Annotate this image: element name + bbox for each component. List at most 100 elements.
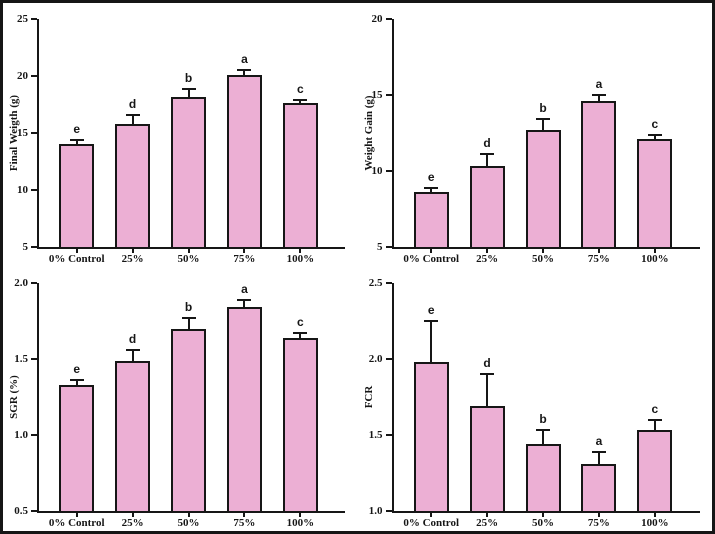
error-bar-cap xyxy=(647,133,662,136)
x-axis-tick xyxy=(299,513,302,517)
y-axis-tick xyxy=(385,358,392,360)
error-bar-stem xyxy=(299,333,302,339)
x-axis-tick xyxy=(187,249,190,253)
x-category-label: 75% xyxy=(587,517,610,529)
error-bar-stem xyxy=(243,299,246,309)
error-bar-stem xyxy=(243,70,246,76)
significance-letter: d xyxy=(483,136,491,151)
significance-letter: d xyxy=(128,331,137,346)
significance-letter: a xyxy=(241,281,248,296)
y-axis-tick xyxy=(31,358,37,360)
y-tick-label: 2.5 xyxy=(368,277,383,289)
y-axis-tick xyxy=(31,132,37,134)
y-tick-label: 15 xyxy=(371,89,383,101)
x-axis-tick xyxy=(131,513,134,517)
x-axis-tick xyxy=(243,249,246,253)
significance-letter: e xyxy=(427,169,435,184)
error-bar-stem xyxy=(597,451,600,465)
y-tick-label: 1.5 xyxy=(14,353,28,365)
y-axis-title: SGR (%) xyxy=(8,375,20,419)
y-tick-label: 0.5 xyxy=(14,505,28,517)
error-bar-cap xyxy=(647,418,662,421)
bar xyxy=(413,362,449,513)
bar xyxy=(226,74,262,249)
significance-letter: c xyxy=(651,401,659,416)
x-axis-tick xyxy=(542,249,544,253)
y-axis-title: Weight Gain (g) xyxy=(362,95,375,171)
significance-letter: e xyxy=(73,362,81,377)
error-bar-cap xyxy=(591,450,606,453)
significance-letter: b xyxy=(184,70,193,85)
error-bar-stem xyxy=(542,430,544,446)
x-category-label: 0% Control xyxy=(48,517,105,529)
significance-letter: c xyxy=(651,116,659,131)
error-bar-cap xyxy=(293,98,308,101)
bar xyxy=(413,192,449,249)
x-category-label: 25% xyxy=(121,253,144,265)
error-bar-cap xyxy=(480,153,495,156)
significance-letter: a xyxy=(595,433,603,448)
error-bar-cap xyxy=(125,113,140,116)
bar xyxy=(469,166,505,249)
significance-letter: b xyxy=(184,299,193,314)
x-category-label: 100% xyxy=(641,253,669,265)
x-category-label: 75% xyxy=(233,517,256,529)
y-axis-title: Final Weigth (g) xyxy=(8,94,20,172)
significance-letter: c xyxy=(296,81,304,96)
error-bar-cap xyxy=(69,138,84,141)
y-axis-line xyxy=(37,19,39,249)
error-bar-stem xyxy=(597,95,600,103)
y-axis-tick xyxy=(385,246,392,248)
y-tick-label: 5 xyxy=(22,241,29,253)
x-category-label: 0% Control xyxy=(403,517,460,529)
y-axis-tick xyxy=(385,170,392,172)
bar xyxy=(581,101,617,249)
x-category-label: 50% xyxy=(532,253,554,265)
y-axis-tick xyxy=(31,434,37,436)
error-bar-cap xyxy=(237,298,252,301)
y-axis-tick xyxy=(385,282,392,284)
y-tick-label: 10 xyxy=(17,184,28,196)
x-category-label: 75% xyxy=(587,253,610,265)
bar xyxy=(115,123,151,249)
x-category-label: 50% xyxy=(177,517,200,529)
x-axis-tick xyxy=(486,513,489,517)
error-bar-cap xyxy=(536,429,550,432)
significance-letter: d xyxy=(483,356,491,371)
error-bar-stem xyxy=(187,317,190,330)
bar xyxy=(637,430,673,513)
error-bar-stem xyxy=(486,374,489,408)
significance-letter: b xyxy=(539,101,547,116)
significance-letter: e xyxy=(73,121,81,136)
x-category-label: 100% xyxy=(641,517,669,529)
x-category-label: 100% xyxy=(286,253,315,265)
y-axis-tick xyxy=(31,189,37,191)
bar xyxy=(637,139,673,249)
error-bar-stem xyxy=(653,419,656,432)
bar xyxy=(171,328,206,513)
y-axis-line xyxy=(391,19,394,249)
x-category-label: 25% xyxy=(476,517,499,529)
error-bar-stem xyxy=(486,154,489,168)
significance-letter: c xyxy=(296,315,304,330)
y-tick-label: 1.0 xyxy=(14,429,28,441)
error-bar-stem xyxy=(131,114,134,125)
y-axis-tick xyxy=(31,246,37,248)
y-axis-tick xyxy=(385,510,392,512)
x-axis-tick xyxy=(653,249,656,253)
x-axis-tick xyxy=(597,513,600,517)
bar xyxy=(115,360,151,513)
error-bar-stem xyxy=(131,349,134,362)
significance-letter: b xyxy=(539,412,547,427)
error-bar-cap xyxy=(424,186,439,189)
error-bar-stem xyxy=(653,134,656,141)
y-axis-tick xyxy=(31,18,37,20)
error-bar-stem xyxy=(75,380,78,386)
y-axis-title: FCR xyxy=(362,385,375,409)
y-axis-tick xyxy=(31,282,37,284)
x-axis-tick xyxy=(430,513,433,517)
y-axis-tick xyxy=(385,18,392,20)
bar xyxy=(282,103,318,249)
y-axis-tick xyxy=(385,434,392,436)
